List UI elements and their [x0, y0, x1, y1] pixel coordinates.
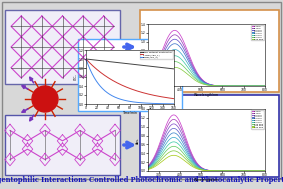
Bar	[140, 10, 279, 92]
Circle shape	[32, 86, 58, 112]
Bar	[231, 26, 239, 34]
Legend: 0 min, 5 min, 10 min, 20 min, 30 min, 60 min, 90 min, 120 min: 0 min, 5 min, 10 min, 20 min, 30 min, 60…	[251, 25, 264, 40]
Bar	[5, 10, 120, 84]
Bar	[213, 111, 221, 119]
Y-axis label: Abs.: Abs.	[136, 51, 140, 59]
Bar	[204, 26, 212, 34]
P4MB (Ag2_1)	[136, 90, 140, 92]
Bar	[140, 95, 279, 177]
X-axis label: Wavelength/nm: Wavelength/nm	[194, 94, 219, 98]
MBY Without photocatal.	[138, 64, 142, 66]
P4MB(Ag2_2)	[164, 103, 168, 105]
Bar	[240, 26, 248, 34]
Bar	[213, 26, 221, 34]
Bar	[240, 111, 248, 119]
X-axis label: Wavelength/nm: Wavelength/nm	[194, 178, 219, 182]
MBY Without photocatal.	[164, 67, 168, 69]
Bar	[231, 26, 239, 34]
Legend: 0 min, 5 min, 10 min, 20 min, 30 min, 60 min, 90 min, 120 min, 150 min, 180 min: 0 min, 5 min, 10 min, 20 min, 30 min, 60…	[251, 110, 264, 129]
Y-axis label: C/C₀: C/C₀	[74, 74, 78, 80]
Bar	[222, 111, 230, 119]
P4MB(Ag2_2)	[158, 102, 162, 105]
Bar	[222, 111, 230, 119]
MBY Without photocatal.	[136, 64, 140, 66]
P4MB (Ag2_1)	[84, 58, 88, 60]
X-axis label: Time/min: Time/min	[123, 112, 138, 115]
Bar	[231, 111, 239, 119]
Bar	[222, 26, 230, 34]
Bar	[5, 115, 120, 175]
P4MB(Ag2_2)	[136, 101, 140, 104]
Bar	[195, 26, 203, 34]
Bar	[231, 111, 239, 119]
Bar	[204, 111, 212, 119]
P4MB(Ag2_2)	[138, 101, 142, 104]
Legend: MBY Without photocatal., P4MB (Ag2_1), P4MB(Ag2_2): MBY Without photocatal., P4MB (Ag2_1), P…	[140, 51, 173, 59]
Bar	[195, 111, 203, 119]
Line: P4MB (Ag2_1): P4MB (Ag2_1)	[86, 59, 174, 99]
P4MB (Ag2_1)	[158, 95, 162, 98]
P4MB (Ag2_1)	[85, 58, 88, 60]
P4MB(Ag2_2)	[172, 103, 176, 105]
Bar	[213, 111, 221, 119]
P4MB(Ag2_2)	[85, 59, 88, 61]
Bar	[213, 26, 221, 34]
Line: MBY Without photocatal.: MBY Without photocatal.	[86, 59, 174, 69]
MBY Without photocatal.	[137, 64, 140, 66]
Bar	[240, 111, 248, 119]
Bar	[204, 111, 212, 119]
Bar	[195, 111, 203, 119]
MBY Without photocatal.	[158, 66, 162, 68]
MBY Without photocatal.	[84, 58, 88, 60]
Bar	[195, 26, 203, 34]
Bar	[240, 26, 248, 34]
Text: Argentophilic Interactions Controlled Photochromic and Photocatalytic Properties: Argentophilic Interactions Controlled Ph…	[0, 176, 283, 184]
P4MB(Ag2_2)	[84, 58, 88, 60]
Bar	[222, 26, 230, 34]
MBY Without photocatal.	[85, 58, 88, 60]
P4MB (Ag2_1)	[138, 91, 142, 93]
Bar	[204, 26, 212, 34]
Line: P4MB(Ag2_2): P4MB(Ag2_2)	[86, 59, 174, 104]
P4MB(Ag2_2)	[137, 101, 140, 104]
P4MB (Ag2_1)	[137, 90, 140, 92]
MBY Without photocatal.	[172, 68, 176, 70]
Y-axis label: Abs.: Abs.	[136, 136, 140, 143]
Bar	[78, 39, 182, 111]
P4MB (Ag2_1)	[164, 96, 168, 99]
P4MB (Ag2_1)	[172, 98, 176, 100]
